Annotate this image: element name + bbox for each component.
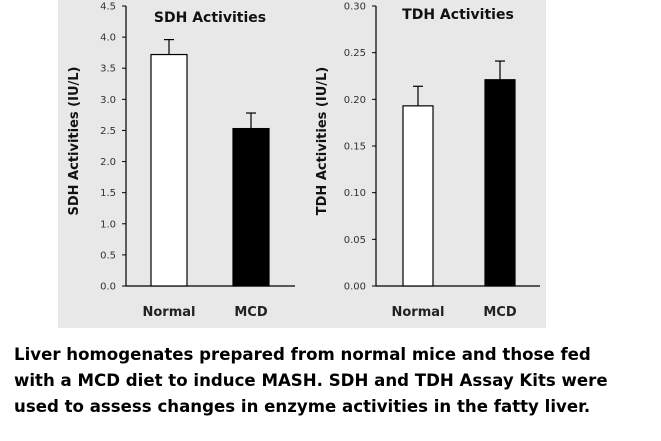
tdh-y-tick-label: 0.05 [344, 235, 366, 246]
sdh-y-tick-label: 2.0 [100, 157, 116, 168]
tdh-bar-normal [402, 105, 434, 287]
tdh-y-tick-label: 0.10 [344, 188, 366, 199]
sdh-y-tick-label: 1.0 [100, 219, 116, 230]
caption-line: Liver homogenates prepared from normal m… [14, 345, 591, 364]
sdh-chart-title: SDH Activities [154, 10, 266, 26]
tdh-y-tick-label: 0.30 [344, 2, 366, 13]
chart-panel-background [58, 0, 546, 328]
tdh-bar-mcd [484, 79, 516, 287]
sdh-y-tick-label: 4.0 [100, 33, 116, 44]
sdh-chart: 0.0 0.5 1.0 1.5 2.0 2.5 3.0 3.5 4.0 4.5 Normal MCD S… [67, 2, 295, 320]
tdh-chart-title: TDH Activities [402, 7, 514, 23]
caption-line: used to assess changes in enzyme activit… [14, 397, 591, 416]
sdh-category-label: MCD [234, 305, 267, 320]
caption-line: with a MCD diet to induce MASH. SDH and … [14, 371, 608, 390]
tdh-y-tick-label: 0.20 [344, 95, 366, 106]
tdh-y-axis-label: TDH Activities (IU/L) [315, 67, 330, 216]
sdh-y-tick-label: 3.5 [100, 64, 116, 75]
tdh-category-label: Normal [392, 305, 445, 320]
tdh-y-tick-label: 0.25 [344, 48, 366, 59]
tdh-y-tick-label: 0.15 [344, 142, 366, 153]
sdh-y-axis-label: SDH Activities (IU/L) [67, 67, 82, 216]
tdh-category-label: MCD [483, 305, 516, 320]
sdh-y-tick-label: 0.5 [100, 250, 116, 261]
sdh-bar-normal [150, 53, 188, 287]
sdh-y-tick-label: 4.5 [100, 2, 116, 13]
sdh-y-tick-label: 1.5 [100, 188, 116, 199]
tdh-chart: 0.00 0.05 0.10 0.15 0.20 0.25 0.30 Normal MCD TDH… [315, 2, 540, 320]
figure-caption: Liver homogenates prepared from normal m… [14, 342, 654, 420]
tdh-y-tick-label: 0.00 [344, 282, 366, 293]
sdh-y-tick-label: 2.5 [100, 126, 116, 137]
sdh-y-tick-label: 3.0 [100, 95, 116, 106]
sdh-bar-mcd [232, 127, 270, 287]
sdh-y-tick-label: 0.0 [100, 282, 116, 293]
sdh-category-label: Normal [143, 305, 196, 320]
